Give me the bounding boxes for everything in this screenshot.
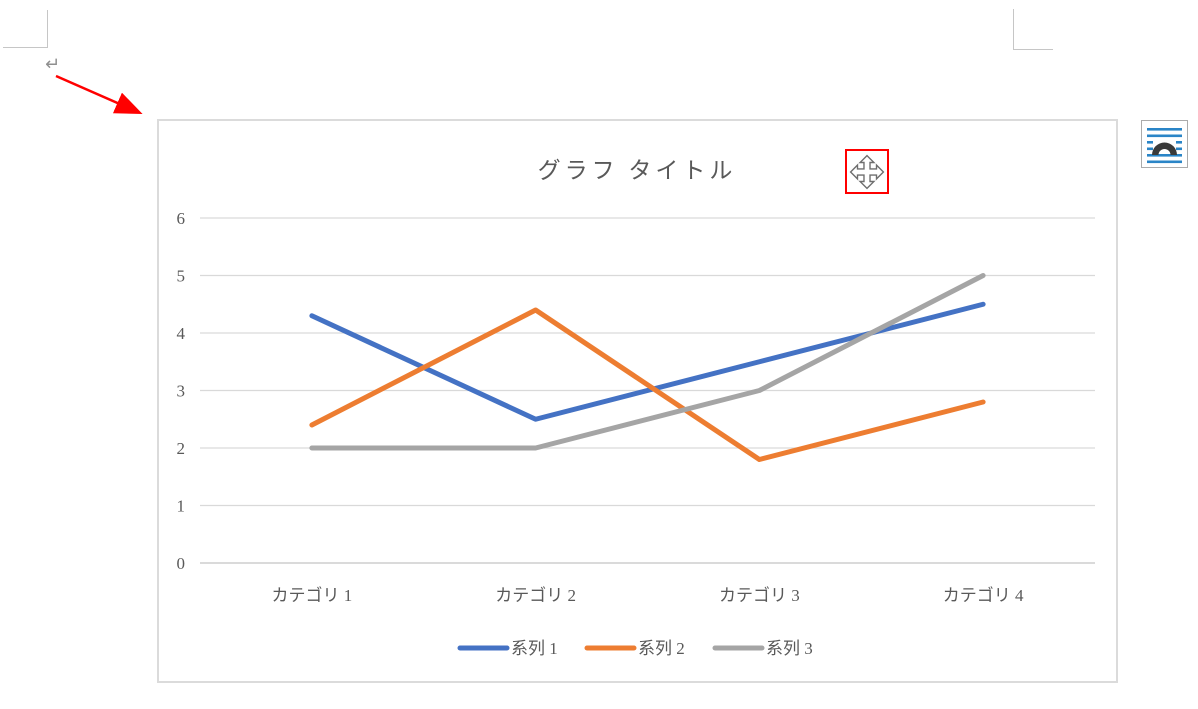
y-tick-label: 1 — [177, 497, 186, 516]
x-category-labels-group: カテゴリ 1 カテゴリ 2 カテゴリ 3 カテゴリ 4 — [272, 585, 1024, 605]
legend-label: 系列 3 — [766, 639, 813, 658]
move-cursor-icon — [849, 154, 885, 189]
y-tick-label: 4 — [177, 324, 186, 343]
paragraph-mark: ↵ — [45, 54, 61, 75]
y-tick-label: 0 — [177, 554, 186, 573]
margin-crop-mark-top-left — [3, 10, 48, 48]
x-category-label: カテゴリ 2 — [495, 585, 576, 605]
y-tick-label: 2 — [177, 439, 186, 458]
annotation-arrow — [55, 74, 143, 115]
layout-options-icon — [1147, 127, 1182, 163]
x-category-label: カテゴリ 1 — [272, 585, 353, 605]
y-tick-label: 5 — [177, 267, 186, 286]
legend-group[interactable]: 系列 1 系列 2 系列 3 — [457, 639, 813, 658]
series-line — [309, 307, 986, 462]
y-tick-label: 6 — [177, 209, 186, 228]
x-category-label: カテゴリ 4 — [943, 585, 1024, 605]
legend-label: 系列 2 — [638, 639, 685, 658]
move-cursor-annotation — [845, 149, 889, 194]
layout-options-button[interactable] — [1141, 120, 1188, 168]
x-category-label: カテゴリ 3 — [719, 585, 800, 605]
arrow-line — [55, 74, 143, 115]
chart-title[interactable]: グラフ タイトル — [538, 158, 737, 183]
legend-label: 系列 1 — [511, 639, 558, 658]
margin-crop-mark-top-right — [1013, 9, 1053, 50]
y-tick-label: 3 — [177, 382, 186, 401]
series-line — [309, 273, 986, 451]
y-tick-labels-group: 0 1 2 3 4 5 6 — [177, 209, 186, 573]
series-line — [309, 301, 986, 422]
series-lines-group — [309, 273, 986, 462]
